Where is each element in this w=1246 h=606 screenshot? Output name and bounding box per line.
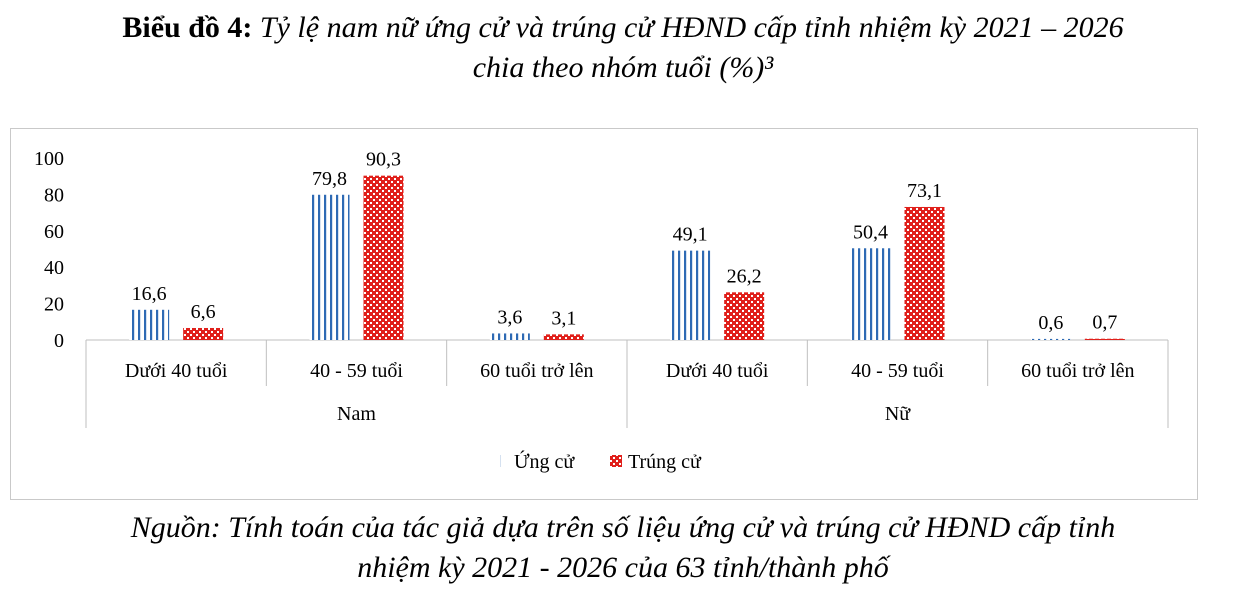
bar-ung-cu — [129, 309, 170, 340]
y-tick-label: 80 — [44, 184, 64, 206]
bar-ung-cu — [309, 194, 350, 340]
chart-area — [10, 128, 1198, 500]
title-prefix: Biểu đồ 4: — [122, 11, 253, 44]
bar-trung-cu — [543, 334, 584, 340]
data-label-ung-cu: 49,1 — [673, 224, 708, 246]
title-text-2: chia theo nhóm tuổi (%)³ — [472, 51, 774, 84]
bar-ung-cu — [489, 333, 530, 340]
source-line-1: Nguồn: Tính toán của tác giả dựa trên số… — [130, 511, 1116, 544]
legend-swatch-ung-cu — [500, 455, 504, 467]
bar-ung-cu — [1030, 338, 1071, 340]
y-tick-label: 60 — [44, 221, 64, 243]
source-note: Nguồn: Tính toán của tác giả dựa trên số… — [0, 508, 1246, 588]
y-tick-label: 0 — [54, 330, 64, 352]
data-label-ung-cu: 16,6 — [132, 283, 167, 305]
title-line-1: Biểu đồ 4: Tỷ lệ nam nữ ứng cử và trúng … — [0, 8, 1246, 48]
title-text: Tỷ lệ nam nữ ứng cử và trúng cử HĐND cấp… — [259, 11, 1124, 44]
data-label-ung-cu: 79,8 — [312, 168, 347, 190]
bar-trung-cu — [183, 327, 224, 340]
data-label-trung-cu: 26,2 — [727, 265, 762, 287]
x-category-label: 40 - 59 tuổi — [851, 360, 944, 382]
title-line-2: chia theo nhóm tuổi (%)³ — [0, 48, 1246, 88]
x-category-label: 60 tuổi trở lên — [1021, 360, 1134, 382]
data-label-trung-cu: 73,1 — [907, 180, 942, 202]
y-tick-label: 20 — [44, 294, 64, 316]
legend-swatch-trung-cu — [610, 455, 622, 467]
data-label-trung-cu: 90,3 — [366, 149, 401, 171]
source-line-2: nhiệm kỳ 2021 - 2026 của 63 tỉnh/thành p… — [357, 551, 889, 584]
x-group-label: Nữ — [885, 403, 911, 425]
bar-ung-cu — [850, 248, 891, 340]
bar-trung-cu — [1084, 338, 1125, 340]
x-group-label: Nam — [337, 403, 376, 425]
legend-label: Trúng cử — [628, 451, 702, 473]
data-label-ung-cu: 3,6 — [497, 306, 522, 328]
bar-trung-cu — [904, 206, 945, 340]
data-label-trung-cu: 0,7 — [1092, 312, 1117, 334]
bar-trung-cu — [363, 175, 404, 340]
chart-title: Biểu đồ 4: Tỷ lệ nam nữ ứng cử và trúng … — [0, 8, 1246, 88]
data-label-ung-cu: 50,4 — [853, 221, 888, 243]
data-label-ung-cu: 0,6 — [1038, 312, 1063, 334]
x-category-label: Dưới 40 tuổi — [666, 360, 769, 382]
y-tick-label: 40 — [44, 257, 64, 279]
data-label-trung-cu: 6,6 — [191, 301, 216, 323]
y-tick-label: 100 — [34, 148, 64, 170]
bar-trung-cu — [724, 292, 765, 340]
x-category-label: 40 - 59 tuổi — [310, 360, 403, 382]
bar-ung-cu — [670, 250, 711, 340]
x-category-label: 60 tuổi trở lên — [480, 360, 593, 382]
data-label-trung-cu: 3,1 — [551, 307, 576, 329]
x-category-label: Dưới 40 tuổi — [125, 360, 228, 382]
legend-label: Ứng cử — [514, 449, 575, 473]
